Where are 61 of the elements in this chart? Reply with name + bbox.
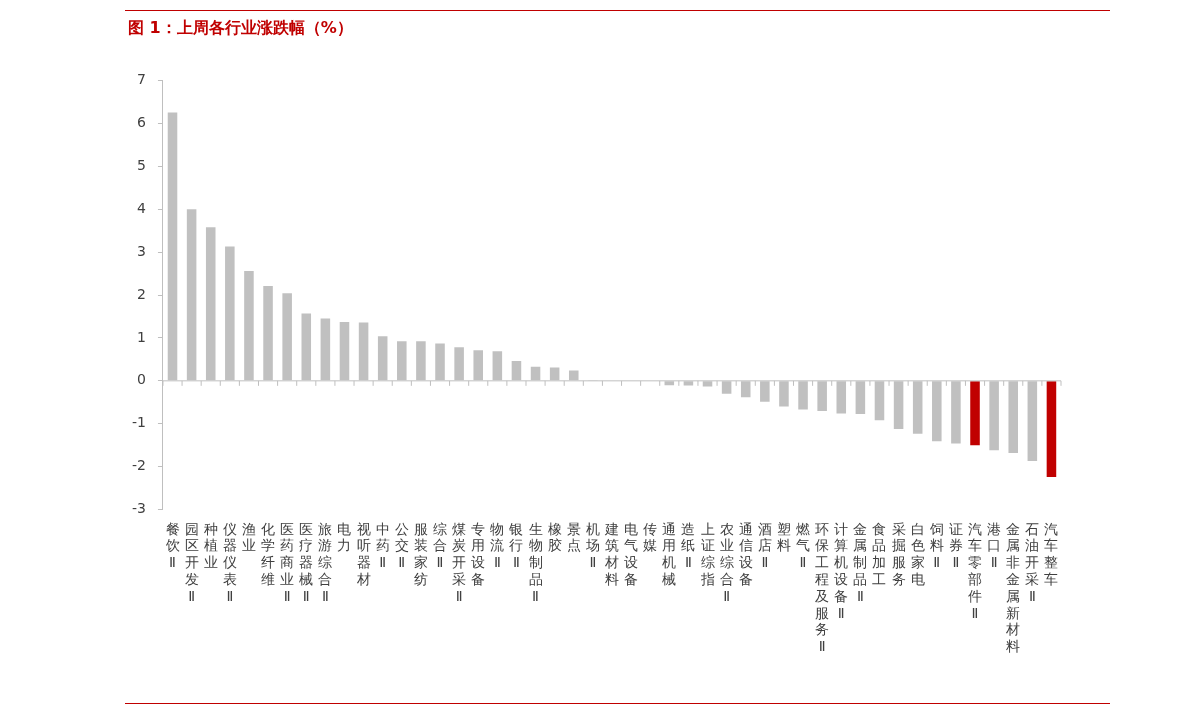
y-tick-label: 6 (137, 113, 147, 130)
x-tick-label: 环保工程及服务Ⅱ (815, 520, 830, 655)
x-tick-label: 机场Ⅱ (584, 520, 600, 571)
x-tick-label: 视听器材 (355, 520, 371, 588)
x-tick-label: 种植业 (203, 520, 218, 571)
x-tick-label: 白色家电 (910, 520, 925, 588)
x-tick-label: 橡胶 (547, 520, 562, 554)
x-tick-label: 医药商业Ⅱ (280, 520, 295, 604)
x-tick-label: 计算机设备Ⅱ (834, 520, 849, 621)
x-tick-label: 农业综合Ⅱ (719, 520, 734, 604)
x-tick-label: 证券Ⅱ (948, 520, 963, 571)
x-tick-label: 金属非金属新材料 (1005, 520, 1021, 655)
x-tick-label: 汽车零部件Ⅱ (968, 520, 983, 621)
x-tick-label: 通信设备 (738, 520, 753, 588)
x-tick-label: 渔业 (241, 520, 256, 554)
x-tick-label: 专用设备 (471, 520, 486, 588)
x-tick-label: 服装家纺 (413, 520, 428, 588)
bar (970, 381, 980, 446)
x-tick-label: 上证综指 (699, 520, 715, 588)
x-tick-label: 石油开采Ⅱ (1025, 520, 1040, 604)
x-tick-label: 医疗器械Ⅱ (299, 520, 314, 604)
x-tick-label: 燃气Ⅱ (796, 520, 811, 571)
x-tick-label: 生物制品Ⅱ (528, 520, 543, 604)
x-tick-label: 饲料Ⅱ (928, 520, 944, 571)
x-tick-label: 煤炭开采Ⅱ (452, 520, 467, 604)
x-tick-label: 建筑材料 (603, 520, 619, 588)
bar (1046, 381, 1057, 477)
x-tick-label: 酒店Ⅱ (757, 520, 772, 571)
y-tick-label: 0 (137, 371, 146, 388)
x-tick-label: 旅游综合Ⅱ (318, 520, 333, 604)
y-tick-label: 1 (137, 328, 146, 345)
y-tick-label: 7 (137, 71, 146, 88)
x-tick-label: 公交Ⅱ (394, 520, 409, 571)
x-tick-label: 银行Ⅱ (508, 520, 524, 571)
x-tick-label: 物流Ⅱ (490, 520, 505, 571)
x-tick-label: 综合Ⅱ (433, 520, 448, 571)
x-tick-label: 造纸Ⅱ (681, 520, 696, 571)
x-tick-label: 中药Ⅱ (375, 520, 390, 571)
x-tick-label: 食品加工 (872, 520, 887, 588)
x-tick-label: 金属制品Ⅱ (853, 520, 868, 604)
x-tick-label: 汽车整车 (1044, 520, 1059, 588)
x-tick-label: 电气设备 (624, 520, 639, 588)
chart-title: 图 1：上周各行业涨跌幅（%） (128, 18, 353, 39)
x-tick-label: 仪器仪表Ⅱ (222, 520, 237, 604)
x-tick-label: 化学纤维 (261, 520, 276, 588)
x-tick-label: 传媒 (643, 520, 658, 554)
y-tick-label: 3 (137, 242, 146, 259)
y-tick-label: -2 (131, 457, 146, 474)
x-tick-label: 餐饮Ⅱ (164, 520, 180, 571)
y-tick-label: -3 (131, 500, 146, 517)
y-tick-label: 5 (137, 156, 146, 173)
y-tick-label: 4 (137, 199, 147, 216)
x-tick-label: 景点 (566, 520, 581, 554)
x-tick-label: 港口Ⅱ (987, 520, 1002, 571)
x-tick-label: 通用机械 (662, 520, 677, 588)
y-tick-label: 2 (137, 285, 146, 302)
x-tick-label: 塑料 (776, 520, 791, 554)
x-tick-label: 园区开发Ⅱ (184, 520, 199, 604)
x-tick-label: 电力 (337, 520, 352, 554)
x-tick-label: 采掘服务 (891, 520, 906, 588)
y-tick-label: -1 (131, 414, 146, 431)
